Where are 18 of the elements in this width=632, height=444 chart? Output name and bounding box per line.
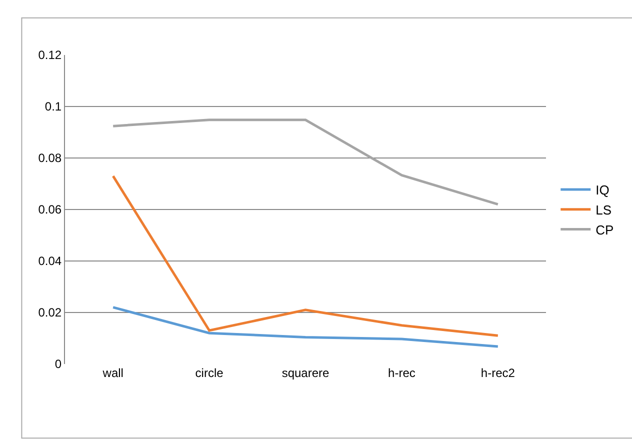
y-tick-label: 0.02 xyxy=(38,306,62,320)
y-tick-label: 0.06 xyxy=(38,202,62,217)
legend-label: LS xyxy=(596,202,612,218)
x-tick-label: h-rec2 xyxy=(480,366,516,380)
y-tick-label: 0.1 xyxy=(44,100,62,114)
line-series xyxy=(112,306,500,348)
x-tick-label: squarere xyxy=(282,366,330,380)
line-series xyxy=(112,174,500,337)
legend-label: CP xyxy=(596,222,614,238)
x-tick-label: circle xyxy=(195,366,224,380)
y-tick-label: 0 xyxy=(54,357,62,372)
x-tick-label: h-rec xyxy=(388,366,416,380)
line-series xyxy=(112,118,500,206)
y-tick-label: 0.08 xyxy=(38,151,62,166)
legend-label: IQ xyxy=(596,182,610,198)
x-tick-label: wall xyxy=(102,366,124,380)
y-tick-label: 0.12 xyxy=(38,48,62,62)
y-tick-label: 0.04 xyxy=(38,254,62,268)
